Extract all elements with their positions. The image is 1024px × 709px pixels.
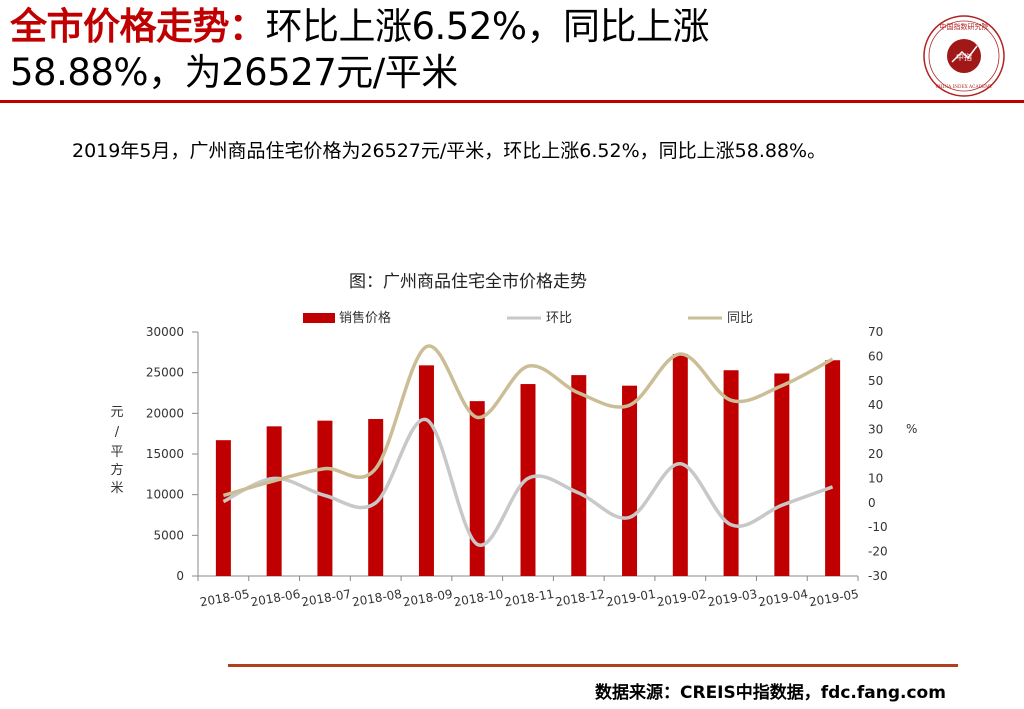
data-source: 数据来源：CREIS中指数据，fdc.fang.com: [595, 683, 946, 703]
y-left-tick-label: 30000: [146, 325, 184, 339]
y-right-tick-label: 20: [868, 447, 883, 461]
bar-price: [469, 401, 485, 576]
y-left-axis-label: /: [115, 425, 120, 440]
bar-price: [622, 385, 638, 576]
seal-text-center: 中指: [956, 52, 972, 62]
y-right-tick-label: 30: [868, 423, 883, 437]
y-right-tick-label: 60: [868, 349, 883, 363]
x-tick-label: 2019-04: [757, 587, 809, 609]
bar-price: [825, 360, 841, 576]
y-left-tick-label: 20000: [146, 406, 184, 420]
x-tick-label: 2018-08: [351, 587, 403, 609]
y-left-tick-label: 5000: [153, 528, 184, 542]
y-right-tick-label: 50: [868, 374, 883, 388]
china-index-academy-seal: 中国指数研究院 中指 CHINA INDEX ACADEMY: [923, 15, 1005, 97]
y-left-tick-label: 0: [176, 569, 184, 583]
seal-text-top: 中国指数研究院: [940, 22, 989, 31]
y-right-tick-label: 10: [868, 471, 883, 485]
x-tick-label: 2019-01: [605, 587, 657, 609]
x-tick-label: 2019-02: [656, 587, 708, 609]
y-left-tick-label: 10000: [146, 488, 184, 502]
bar-price: [317, 420, 333, 576]
y-left-axis-label: 米: [110, 481, 123, 496]
y-right-tick-label: -20: [868, 545, 888, 559]
legend-label-mom: 环比: [546, 311, 572, 326]
legend-label-yoy: 同比: [727, 311, 753, 326]
title-highlight: 全市价格走势：: [10, 5, 266, 48]
summary-text: 2019年5月，广州商品住宅价格为26527元/平米，环比上涨6.52%，同比上…: [72, 140, 827, 162]
y-right-tick-label: -30: [868, 569, 888, 583]
title-line-2: 58.88%，为26527元/平米: [10, 51, 458, 94]
y-right-tick-label: 0: [868, 496, 876, 510]
legend-swatch-price: [303, 313, 335, 323]
y-right-tick-label: 40: [868, 398, 883, 412]
page-title: 全市价格走势：环比上涨6.52%，同比上涨 58.88%，为26527元/平米: [10, 4, 890, 96]
seal-text-bottom: CHINA INDEX ACADEMY: [936, 85, 993, 90]
legend-label-price: 销售价格: [339, 310, 391, 326]
y-left-axis-label: 方: [110, 462, 123, 478]
y-right-tick-label: -10: [868, 520, 888, 534]
x-tick-label: 2018-11: [503, 587, 555, 609]
x-tick-label: 2018-07: [300, 587, 352, 609]
x-tick-label: 2018-09: [402, 587, 454, 609]
bar-price: [774, 373, 790, 576]
bar-price: [215, 440, 231, 576]
y-left-tick-label: 25000: [146, 366, 184, 380]
x-tick-label: 2018-06: [250, 587, 302, 609]
x-tick-label: 2018-12: [554, 587, 606, 609]
y-left-axis-label: 平: [110, 445, 123, 460]
bar-price: [571, 375, 587, 576]
x-tick-label: 2019-05: [808, 587, 860, 609]
y-right-axis-label: %: [906, 422, 917, 436]
title-line-1: 全市价格走势：环比上涨6.52%，同比上涨: [10, 4, 890, 50]
title-text: 环比上涨6.52%，同比上涨: [265, 5, 710, 48]
footer-divider: [228, 664, 958, 667]
line-mom: [222, 418, 834, 547]
y-right-tick-label: 70: [868, 325, 883, 339]
bar-price: [368, 419, 384, 576]
x-tick-label: 2019-03: [706, 587, 758, 609]
x-tick-label: 2018-05: [199, 587, 251, 609]
title-divider: [0, 100, 1024, 103]
bar-price: [266, 426, 282, 576]
line-yoy: [222, 344, 834, 498]
y-left-tick-label: 15000: [146, 447, 184, 461]
x-tick-label: 2018-10: [453, 587, 505, 609]
chart-title: 图：广州商品住宅全市价格走势: [349, 272, 587, 292]
y-left-axis-label: 元: [110, 405, 123, 420]
bar-price: [418, 365, 434, 576]
